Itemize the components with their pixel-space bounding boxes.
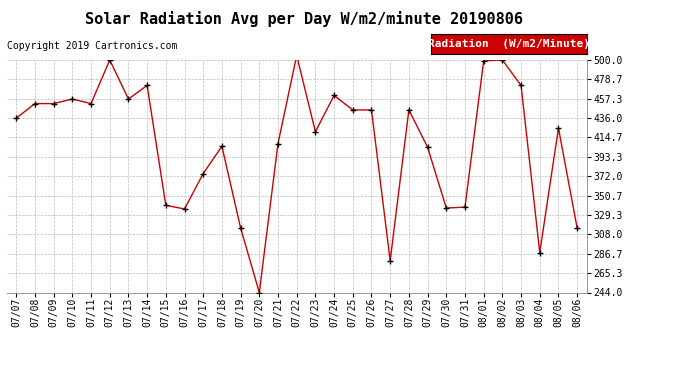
Text: Solar Radiation Avg per Day W/m2/minute 20190806: Solar Radiation Avg per Day W/m2/minute … [85, 11, 522, 27]
Text: Copyright 2019 Cartronics.com: Copyright 2019 Cartronics.com [7, 41, 177, 51]
Text: Radiation  (W/m2/Minute): Radiation (W/m2/Minute) [428, 39, 590, 49]
